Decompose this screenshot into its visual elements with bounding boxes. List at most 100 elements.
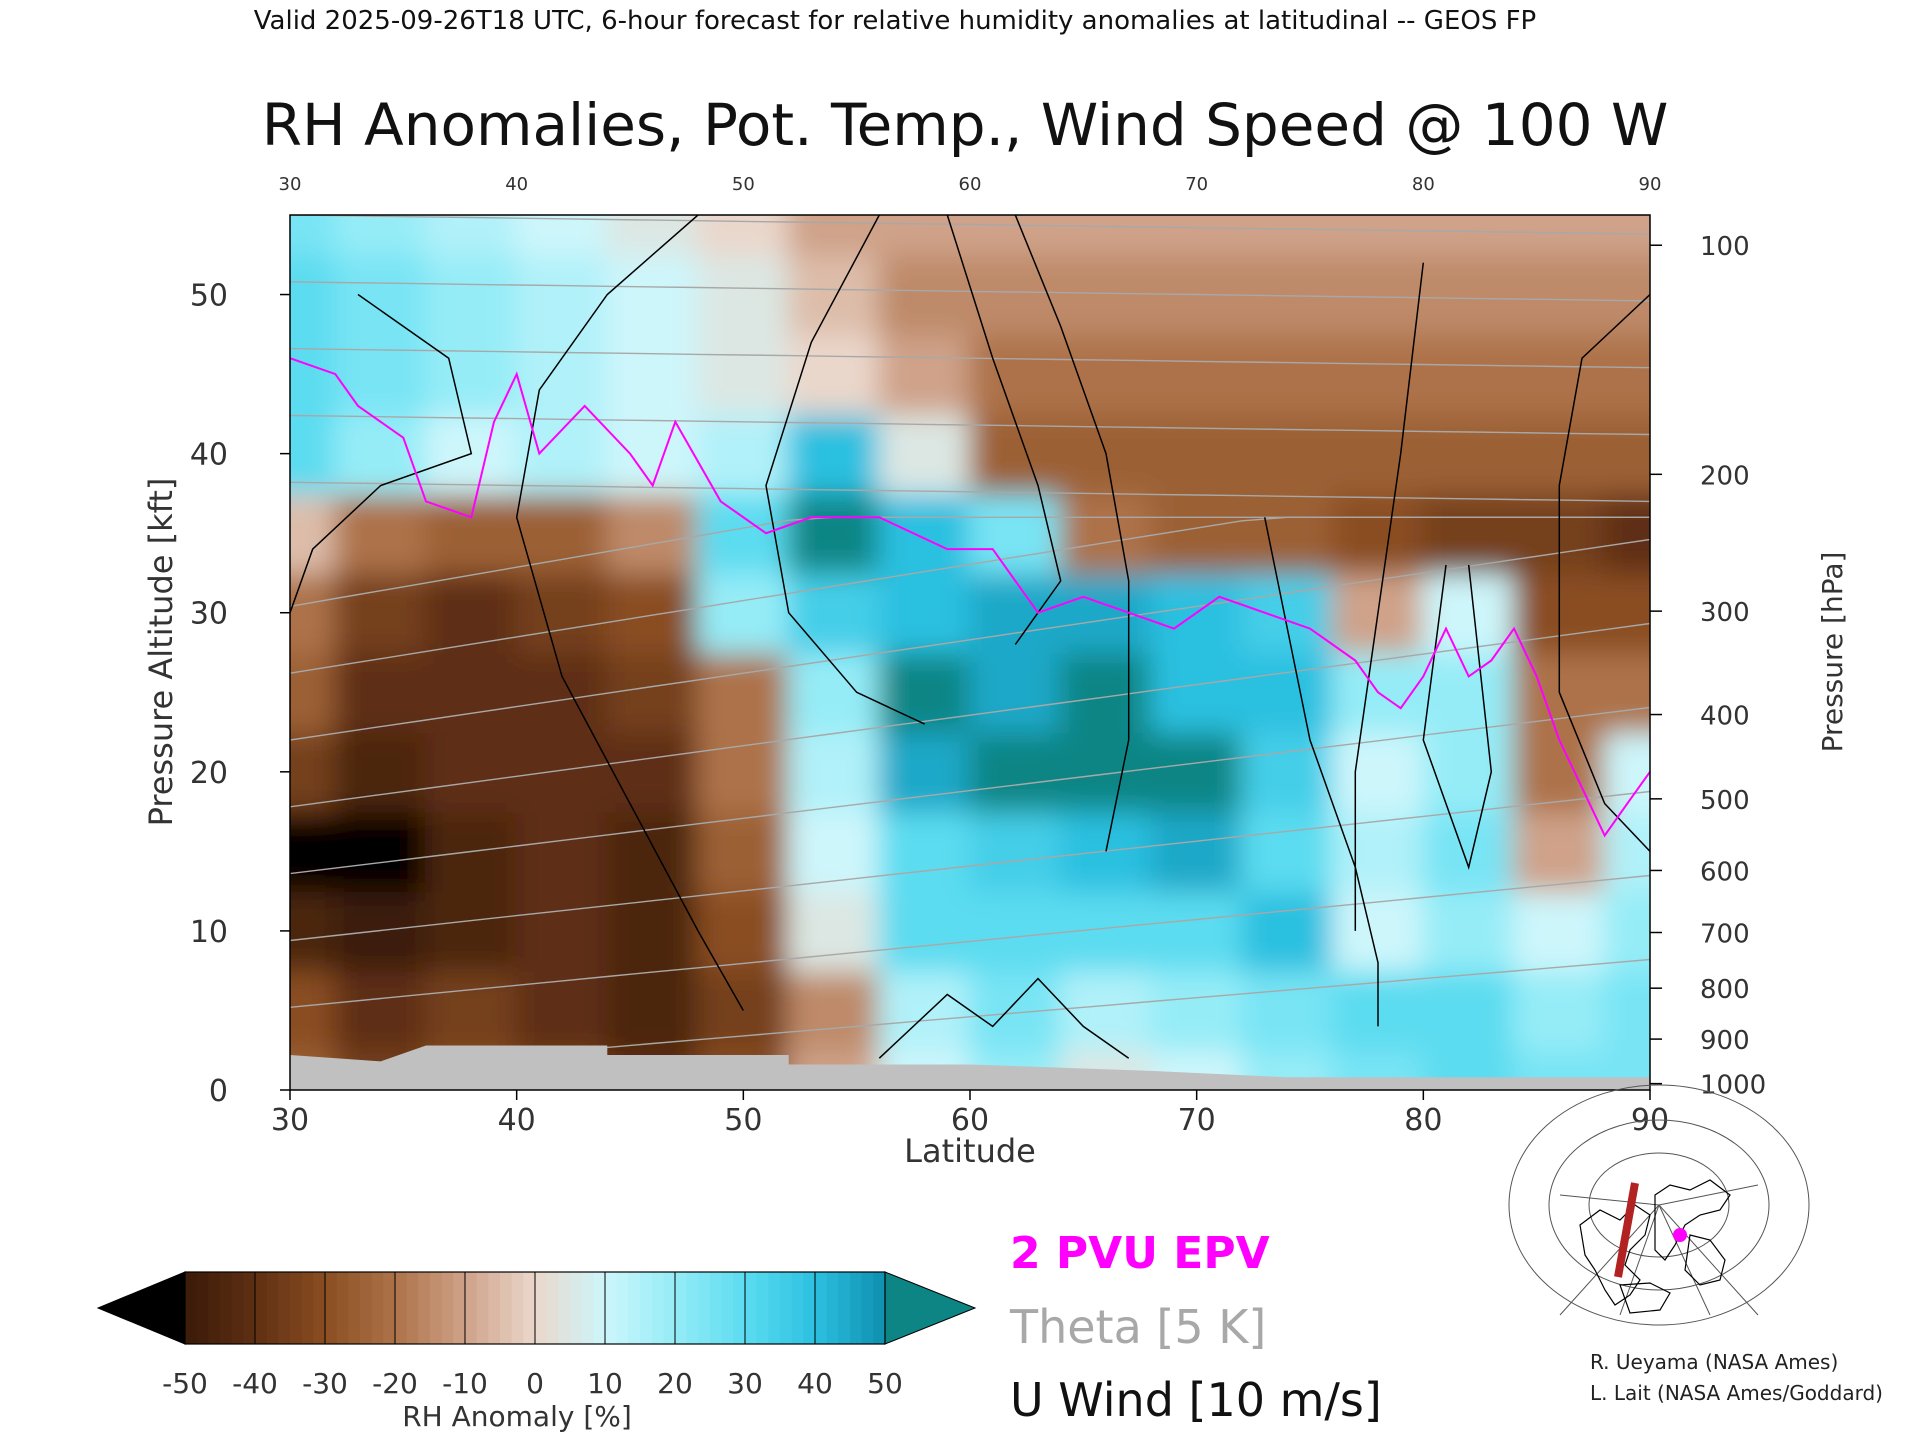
pressure-tick-label: 600 (1700, 857, 1750, 887)
heatmap-cell (1603, 890, 1650, 972)
heatmap-cell (787, 333, 881, 415)
legend-uwind: U Wind [10 m/s] (1010, 1373, 1382, 1427)
colorbar-segment (815, 1272, 828, 1344)
colorbar-segment (418, 1272, 431, 1344)
x-tick-label: 30 (271, 1103, 309, 1138)
theta-line (290, 622, 1650, 808)
pressure-tick-label: 200 (1700, 461, 1750, 491)
heatmap-cell (1241, 253, 1334, 336)
colorbar-segment (861, 1272, 874, 1344)
colorbar-segment (838, 1272, 851, 1344)
heatmap-cell (787, 571, 881, 654)
heatmap-cell (290, 810, 337, 893)
colorbar-segment (581, 1272, 594, 1344)
colorbar-segment (266, 1272, 279, 1344)
heatmap-cell (1331, 215, 1425, 256)
colorbar-segment (663, 1272, 676, 1344)
heatmap-cell (1150, 215, 1243, 256)
heatmap-cell (606, 810, 699, 893)
heatmap-cell (1150, 333, 1243, 415)
heatmap-cell (787, 969, 881, 1052)
heatmap-cell (969, 333, 1062, 415)
heatmap-cell (425, 333, 518, 415)
colorbar-segment (453, 1272, 466, 1344)
heatmap-cell (969, 890, 1062, 972)
colorbar-segment (523, 1272, 536, 1344)
heatmap-cell (1059, 492, 1153, 574)
heatmap-cell (1241, 215, 1334, 256)
heatmap-cell (878, 810, 971, 893)
colorbar-segment (348, 1272, 361, 1344)
heatmap-cell (515, 253, 609, 336)
heatmap-cell (515, 969, 609, 1052)
heatmap-cell (1422, 969, 1515, 1052)
colorbar-segment (686, 1272, 699, 1344)
heatmap-cell (1331, 731, 1425, 813)
pressure-tick-label: 400 (1700, 702, 1750, 732)
heatmap-cell (1331, 412, 1425, 495)
theta-line (290, 281, 1650, 302)
heatmap-cell (878, 890, 971, 972)
heatmap-cell (1241, 731, 1334, 813)
x-tick-label: 40 (498, 1103, 536, 1138)
colorbar-tick-label: -40 (232, 1367, 278, 1400)
colorbar-segment (465, 1272, 478, 1344)
heatmap-cell (515, 412, 609, 495)
colorbar-segment (488, 1272, 501, 1344)
heatmap-cell (1422, 731, 1515, 813)
u-wind-line (878, 977, 1130, 1059)
heatmap-cell (1422, 890, 1515, 972)
heatmap-cell (787, 810, 881, 893)
y-tick-label: 50 (190, 279, 228, 314)
colorbar-segment (441, 1272, 454, 1344)
colorbar-segment (791, 1272, 804, 1344)
x-top-tick-label: 70 (1185, 174, 1208, 195)
heatmap-cell (1059, 215, 1153, 256)
heatmap-cell (425, 492, 518, 574)
heatmap-cell (787, 1049, 881, 1090)
heatmap-cell (1059, 731, 1153, 813)
heatmap-cell (787, 253, 881, 336)
heatmap-cell (878, 412, 971, 495)
heatmap-cell (1150, 412, 1243, 495)
y-tick-label: 10 (190, 915, 228, 950)
heatmap-cell (1241, 651, 1334, 734)
heatmap-cell (1513, 731, 1606, 813)
colorbar-segment (605, 1272, 618, 1344)
colorbar-segment (325, 1272, 338, 1344)
colorbar-segment (243, 1272, 256, 1344)
heatmap-cell (1603, 731, 1650, 813)
heatmap-cell (1241, 333, 1334, 415)
x-top-tick-label: 60 (959, 174, 982, 195)
heatmap-cell (425, 215, 518, 256)
credit-line-1: R. Ueyama (NASA Ames) (1590, 1350, 1838, 1374)
heatmap-cell (1513, 333, 1606, 415)
colorbar-segment (336, 1272, 349, 1344)
epv-line-path (290, 357, 1650, 838)
colorbar-label: RH Anomaly [%] (402, 1400, 632, 1433)
colorbar-tick-label: 30 (727, 1367, 763, 1400)
heatmap-cell (1241, 412, 1334, 495)
x-axis-bottom: 30 40 50 60 70 80 90 (271, 1090, 1669, 1138)
theta-line (290, 347, 1650, 369)
heatmap-cell (697, 253, 790, 336)
heatmap-cell (515, 810, 609, 893)
legend-epv: 2 PVU EPV (1010, 1228, 1270, 1279)
heatmap-cell (969, 731, 1062, 813)
heatmap-cell (1422, 571, 1515, 654)
heatmap-cell (606, 412, 699, 495)
heatmap-cell (1150, 810, 1243, 893)
u-wind-line (1422, 564, 1493, 870)
colorbar-tick-label: 50 (867, 1367, 903, 1400)
colorbar-under-triangle (96, 1271, 186, 1345)
north-america-polar-map-icon (1508, 1084, 1810, 1326)
heatmap-cell (334, 412, 427, 495)
colorbar-segment (640, 1272, 653, 1344)
heatmap-cell (606, 333, 699, 415)
pressure-tick-label: 300 (1700, 598, 1750, 628)
heatmap-cell (878, 651, 971, 734)
y-axis-label-right: Pressure [hPa] (1816, 552, 1849, 753)
heatmap-cell (290, 571, 337, 654)
heatmap-cell (606, 492, 699, 574)
heatmap-cell (606, 731, 699, 813)
